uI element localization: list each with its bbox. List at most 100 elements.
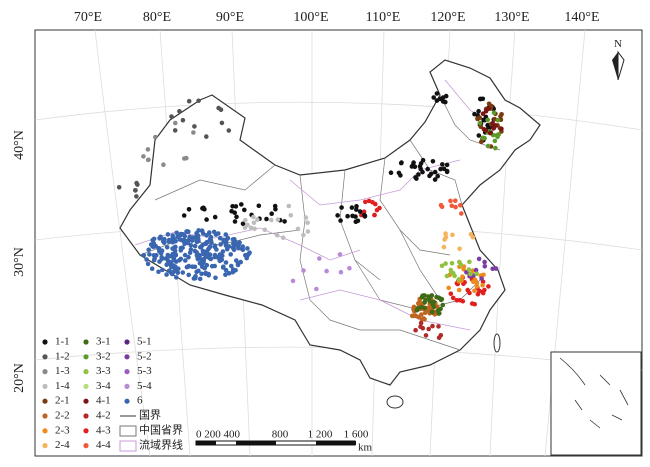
site-point [243,252,248,258]
site-point [200,248,206,254]
site-point [191,130,196,135]
site-point [305,220,310,225]
site-point [145,147,151,152]
site-point [269,217,274,223]
site-point [493,145,498,151]
site-point [169,114,174,119]
site-point [429,309,435,315]
site-point [212,263,217,269]
site-point [232,219,238,224]
site-point [431,95,437,100]
site-point [443,234,449,240]
site-point [478,96,483,102]
site-point [221,264,226,270]
site-point [301,268,306,273]
site-point [491,110,497,116]
site-point [226,244,232,249]
legend-marker [124,354,130,360]
site-point [487,130,493,136]
site-point [199,257,205,263]
legend-label: 3-3 [96,365,111,377]
site-point [423,333,429,338]
site-point [213,232,219,237]
site-point [153,134,158,140]
site-point [459,211,464,216]
longitude-label: 100°E [293,10,328,25]
site-point [427,173,432,179]
site-point [432,177,438,182]
site-point [411,306,416,312]
site-point [200,242,205,248]
site-point [460,298,466,304]
site-point [135,182,140,187]
site-point [466,267,472,272]
legend-label: 2-2 [55,410,70,422]
site-point [476,109,481,114]
site-point [204,239,210,245]
site-point [245,246,250,251]
site-point [362,214,368,219]
site-point [144,257,149,262]
legend-marker [42,443,48,449]
site-point [417,299,422,304]
site-point [421,316,427,321]
site-point [485,143,491,149]
site-point [448,198,453,204]
site-point [461,267,466,272]
site-point [449,261,455,266]
site-point [160,267,165,273]
legend-marker [124,339,130,345]
site-point [434,98,440,103]
site-point [219,120,225,126]
site-point [207,237,213,242]
site-point [197,261,203,266]
north-label: N [614,38,622,50]
site-point [147,252,152,257]
site-point [252,226,257,232]
legend-label: 5-4 [137,380,152,392]
legend-marker [83,354,89,360]
site-point [456,277,462,282]
site-point [474,271,480,277]
site-point [422,310,428,316]
site-point [223,232,229,237]
site-point [229,263,234,269]
site-point [486,125,492,131]
site-point [186,98,192,104]
site-point [477,120,483,126]
site-point [145,261,151,267]
site-point [357,209,363,214]
site-point [493,266,499,271]
site-point [133,188,138,193]
site-point [240,221,246,227]
site-point [264,216,269,222]
site-point [192,124,197,129]
site-point [146,157,151,163]
site-point [212,243,218,248]
legend-label: 2-3 [55,424,70,436]
site-point [230,204,235,209]
site-point [231,245,236,251]
site-point [170,235,176,241]
site-point [239,202,244,207]
site-point [274,232,280,238]
site-point [436,295,441,301]
legend-marker [42,383,48,389]
longitude-label: 90°E [216,10,244,25]
site-point [194,250,199,255]
site-point [195,256,201,261]
scale-label: 800 [272,429,289,441]
site-point [413,327,418,333]
site-point [173,253,179,258]
site-point [223,238,229,244]
site-point [251,214,256,220]
site-point [388,170,394,175]
site-point [163,256,169,261]
site-point [153,243,158,249]
site-point [204,134,209,139]
site-point [170,239,175,245]
site-point [158,251,164,256]
taiwan [493,333,501,353]
legend-label: 中国省界 [139,424,183,437]
